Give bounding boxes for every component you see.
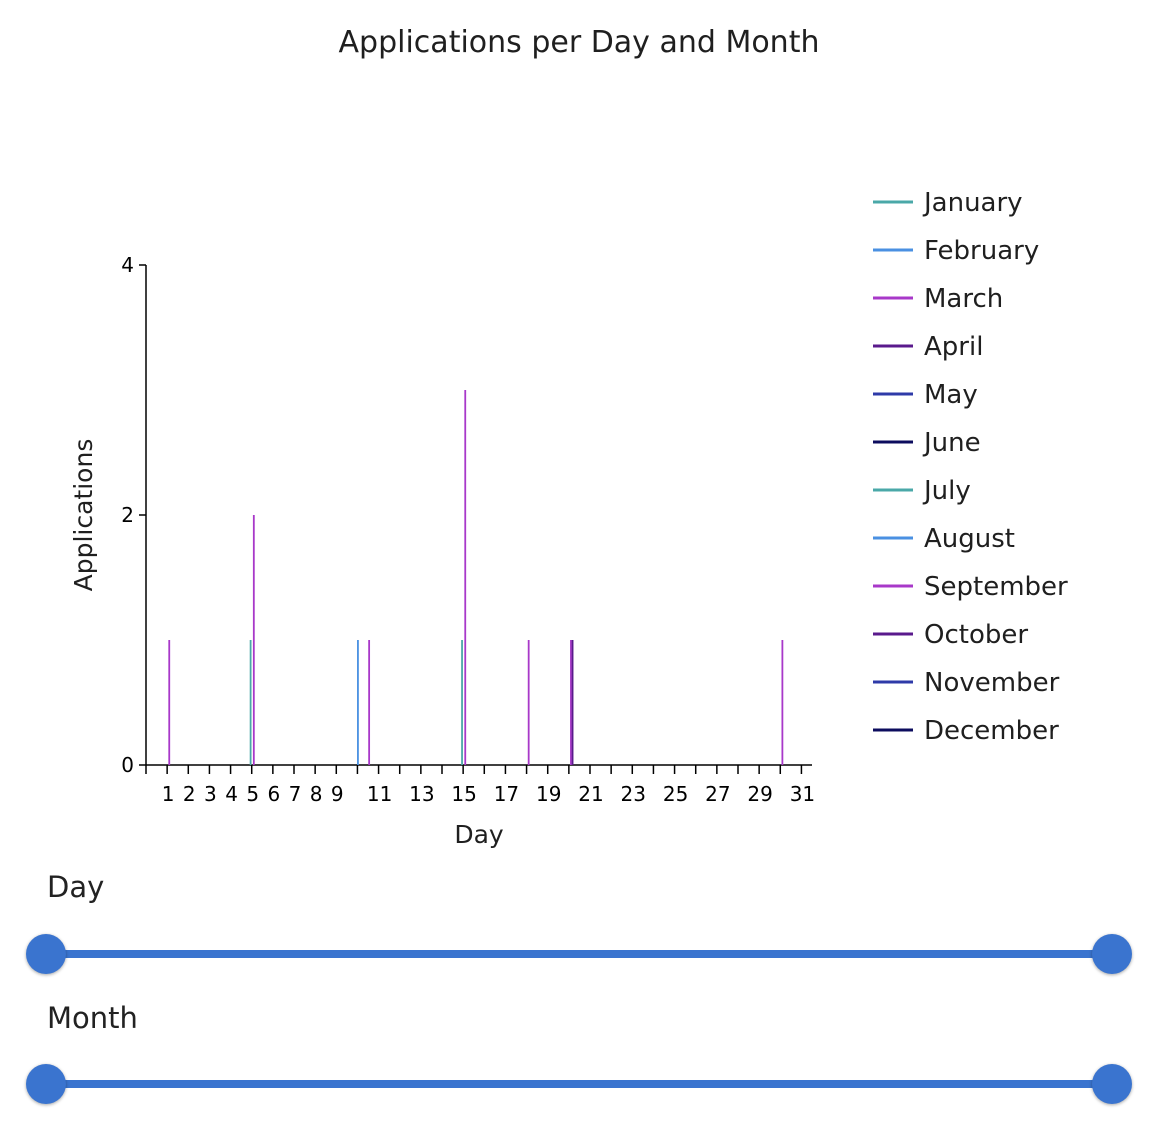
legend-label-april: April (924, 332, 983, 362)
x-tick-label: 6 (267, 782, 280, 806)
bar-march-day-5 (252, 515, 255, 765)
bar-february-day-10 (357, 640, 359, 765)
y-tick-label: 0 (121, 753, 134, 777)
month-slider-max-thumb[interactable] (1092, 1064, 1132, 1104)
x-tick-label: 9 (331, 782, 344, 806)
month-slider-min-thumb[interactable] (26, 1064, 66, 1104)
x-tick-label: 7 (289, 782, 302, 806)
legend-label-october: October (924, 620, 1028, 650)
y-tick-label: 4 (121, 253, 134, 277)
legend-label-january: January (922, 188, 1023, 218)
x-tick-label: 1 (162, 782, 175, 806)
bar-april-day-20 (571, 640, 574, 765)
x-tick-label: 17 (494, 782, 519, 806)
legend: January February March April May June July Augu… (873, 188, 1068, 746)
bar-march-day-1 (168, 640, 171, 765)
x-tick-label: 23 (621, 782, 646, 806)
x-tick-label: 5 (246, 782, 259, 806)
legend-label-february: February (924, 236, 1039, 266)
x-tick-label: 25 (663, 782, 688, 806)
x-tick-label: 4 (225, 782, 238, 806)
x-tick-label: 29 (747, 782, 772, 806)
legend-label-december: December (924, 716, 1059, 746)
legend-label-june: June (922, 428, 981, 458)
x-tick-label: 2 (183, 782, 196, 806)
y-axis-label: Applications (69, 439, 98, 592)
legend-label-march: March (924, 284, 1003, 314)
legend-label-august: August (924, 524, 1015, 554)
x-axis-label: Day (454, 820, 504, 849)
x-tick-label: 21 (578, 782, 603, 806)
y-tick-label: 2 (121, 503, 134, 527)
legend-label-july: July (922, 476, 971, 506)
chart-title: Applications per Day and Month (339, 25, 820, 60)
x-tick-label: 31 (790, 782, 815, 806)
bar-september-day-10 (368, 640, 371, 765)
day-slider-min-thumb[interactable] (26, 934, 66, 974)
x-tick-label: 15 (451, 782, 476, 806)
x-tick-label: 13 (409, 782, 434, 806)
day-slider-track[interactable] (46, 950, 1112, 958)
day-slider-max-thumb[interactable] (1092, 934, 1132, 974)
legend-label-november: November (924, 668, 1060, 698)
legend-label-september: September (924, 572, 1068, 602)
bar-january-day-5 (249, 640, 252, 765)
bar-march-day-30 (781, 640, 784, 765)
bar-march-day-18 (527, 640, 530, 765)
x-tick-label: 11 (367, 782, 392, 806)
bar-march-day-15 (464, 390, 467, 765)
x-tick-label: 3 (204, 782, 217, 806)
day-slider-label: Day (47, 870, 105, 904)
bar-march-day-20 (570, 640, 572, 765)
x-tick-label: 27 (705, 782, 730, 806)
x-tick-label: 8 (310, 782, 323, 806)
bar-january-day-15 (461, 640, 463, 765)
legend-label-may: May (924, 380, 978, 410)
month-slider-track[interactable] (46, 1080, 1112, 1088)
x-tick-label: 19 (536, 782, 561, 806)
month-slider-label: Month (47, 1001, 138, 1035)
